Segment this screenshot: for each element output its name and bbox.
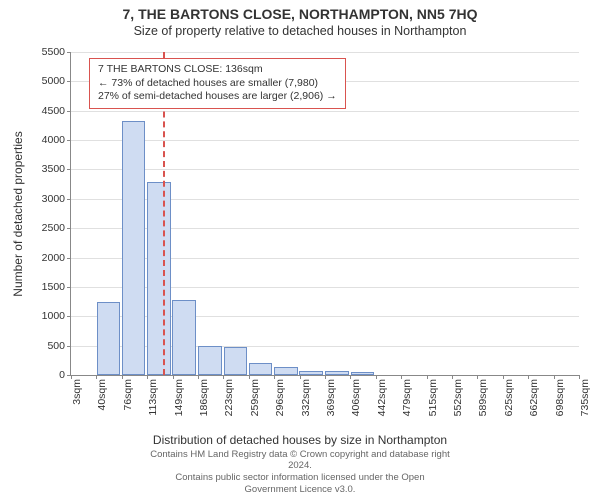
chart-subtitle: Size of property relative to detached ho… xyxy=(0,22,600,38)
y-tick-label: 2500 xyxy=(42,222,71,234)
annotation-line-1: 7 THE BARTONS CLOSE: 136sqm xyxy=(98,63,337,77)
x-tick-label: 186sqm xyxy=(198,375,210,416)
chart-title: 7, THE BARTONS CLOSE, NORTHAMPTON, NN5 7… xyxy=(0,0,600,22)
annotation-line-3: 27% of semi-detached houses are larger (… xyxy=(98,90,337,104)
gridline xyxy=(71,169,579,170)
x-tick-label: 296sqm xyxy=(274,375,286,416)
histogram-bar xyxy=(97,302,121,375)
x-tick-label: 113sqm xyxy=(147,375,159,416)
x-tick-label: 259sqm xyxy=(249,375,261,416)
x-tick-label: 735sqm xyxy=(579,375,591,416)
y-tick-label: 2000 xyxy=(42,252,71,264)
histogram-bar xyxy=(147,182,171,375)
x-tick-label: 479sqm xyxy=(401,375,413,416)
histogram-bar xyxy=(249,363,273,375)
x-tick-label: 76sqm xyxy=(122,375,134,411)
x-tick-label: 3sqm xyxy=(71,375,83,405)
histogram-bar xyxy=(198,346,222,375)
annotation-line-2: ← 73% of detached houses are smaller (7,… xyxy=(98,77,337,91)
y-tick-label: 3500 xyxy=(42,163,71,175)
x-tick-label: 662sqm xyxy=(528,375,540,416)
y-tick-label: 1500 xyxy=(42,281,71,293)
x-tick-label: 406sqm xyxy=(350,375,362,416)
x-tick-label: 149sqm xyxy=(173,375,185,416)
footer-line-1: Contains HM Land Registry data © Crown c… xyxy=(150,449,450,473)
x-tick-label: 223sqm xyxy=(223,375,235,416)
x-tick-label: 698sqm xyxy=(554,375,566,416)
x-tick-label: 332sqm xyxy=(300,375,312,416)
x-axis-label: Distribution of detached houses by size … xyxy=(153,433,447,447)
histogram-bar xyxy=(122,121,146,375)
x-tick-label: 442sqm xyxy=(376,375,388,416)
x-tick-label: 40sqm xyxy=(96,375,108,411)
gridline xyxy=(71,140,579,141)
y-tick-label: 500 xyxy=(47,340,71,352)
y-tick-label: 4000 xyxy=(42,134,71,146)
gridline xyxy=(71,52,579,53)
histogram-bar xyxy=(224,347,248,375)
y-tick-label: 5000 xyxy=(42,75,71,87)
annotation-box: 7 THE BARTONS CLOSE: 136sqm ← 73% of det… xyxy=(89,58,346,109)
x-tick-label: 552sqm xyxy=(452,375,464,416)
y-tick-label: 5500 xyxy=(42,46,71,58)
y-tick-label: 4500 xyxy=(42,105,71,117)
y-tick-label: 3000 xyxy=(42,193,71,205)
y-tick-label: 0 xyxy=(59,369,71,381)
y-axis-label: Number of detached properties xyxy=(11,131,25,296)
x-tick-label: 515sqm xyxy=(427,375,439,416)
y-tick-label: 1000 xyxy=(42,310,71,322)
histogram-bar xyxy=(351,372,375,375)
chart-footer: Contains HM Land Registry data © Crown c… xyxy=(150,449,450,497)
histogram-bar xyxy=(325,371,349,375)
x-tick-label: 369sqm xyxy=(325,375,337,416)
plot-area: 0500100015002000250030003500400045005000… xyxy=(70,52,579,376)
histogram-bar xyxy=(299,371,323,375)
gridline xyxy=(71,111,579,112)
histogram-bar xyxy=(274,367,298,375)
footer-line-2: Contains public sector information licen… xyxy=(150,472,450,496)
histogram-bar xyxy=(172,300,196,375)
x-tick-label: 625sqm xyxy=(503,375,515,416)
histogram-chart: 7, THE BARTONS CLOSE, NORTHAMPTON, NN5 7… xyxy=(0,0,600,500)
x-tick-label: 589sqm xyxy=(477,375,489,416)
